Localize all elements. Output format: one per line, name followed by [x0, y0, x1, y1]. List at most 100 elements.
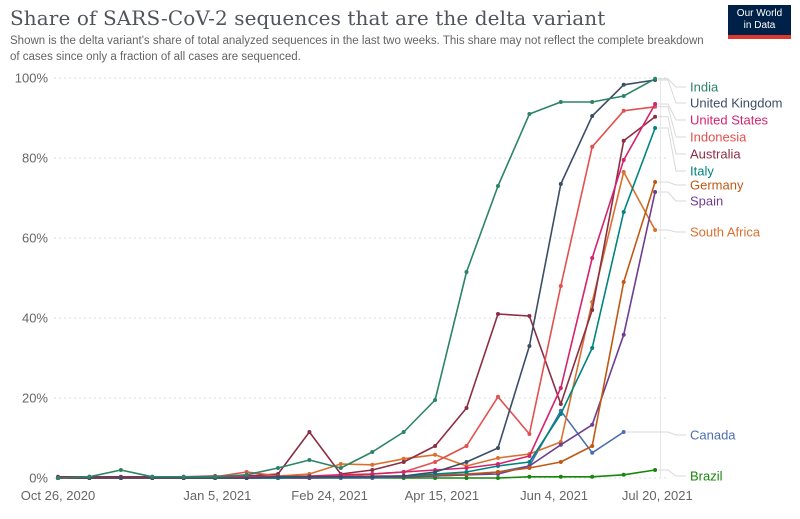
data-point-united-kingdom: [527, 344, 532, 348]
data-point-united-states: [527, 454, 532, 458]
data-point-australia: [307, 430, 312, 434]
data-point-brazil: [653, 468, 658, 472]
y-tick-label-80: 80%: [22, 151, 48, 166]
data-point-south-africa: [338, 462, 343, 466]
data-point-india: [276, 466, 280, 470]
data-point-brazil: [496, 476, 500, 480]
legend-connector-italy: [658, 127, 686, 172]
legend-label-south-africa[interactable]: South Africa: [690, 225, 761, 240]
data-point-brazil: [527, 474, 532, 479]
legend-label-united-states[interactable]: United States: [690, 113, 769, 128]
data-point-brazil: [558, 474, 563, 479]
data-point-india: [181, 474, 186, 479]
legend-label-indonesia[interactable]: Indonesia: [690, 130, 747, 145]
legend-connector-united-kingdom: [658, 79, 686, 104]
data-point-australia: [621, 138, 626, 143]
data-point-australia: [433, 444, 438, 448]
data-point-india: [87, 474, 92, 479]
data-point-india: [590, 100, 595, 104]
data-point-australia: [590, 308, 595, 312]
legend-label-united-kingdom[interactable]: United Kingdom: [690, 96, 783, 111]
data-point-germany: [621, 280, 626, 284]
data-point-india: [56, 476, 60, 480]
data-point-united-kingdom: [590, 114, 595, 118]
legend-label-australia[interactable]: Australia: [690, 147, 741, 162]
data-point-south-africa: [621, 170, 626, 174]
series-line-india[interactable]: [57, 78, 656, 479]
y-tick-label-0: 0%: [29, 471, 48, 486]
data-point-italy: [621, 210, 626, 214]
x-tick-label-1: Jan 5, 2021: [183, 488, 251, 503]
y-tick-label-100: 100%: [15, 71, 49, 86]
data-point-germany: [653, 180, 658, 184]
data-point-australia: [496, 312, 500, 316]
data-point-south-africa: [496, 456, 500, 460]
legend-connector-indonesia: [658, 106, 686, 138]
legend-connector-india: [658, 78, 686, 88]
legend-label-canada[interactable]: Canada: [690, 428, 736, 443]
data-point-spain: [653, 190, 658, 194]
data-point-south-africa: [558, 440, 563, 444]
data-point-indonesia: [590, 144, 595, 149]
data-point-germany: [558, 460, 563, 464]
page-title: Share of SARS-CoV-2 sequences that are t…: [10, 6, 606, 30]
data-point-italy: [590, 346, 595, 350]
data-point-united-states: [370, 472, 375, 476]
data-point-germany: [590, 444, 595, 448]
data-point-indonesia: [496, 394, 500, 399]
legend-label-brazil[interactable]: Brazil: [690, 469, 723, 484]
data-point-india: [370, 450, 375, 454]
data-point-australia: [370, 468, 375, 472]
legend-label-india[interactable]: India: [690, 80, 719, 95]
legend-label-italy[interactable]: Italy: [690, 164, 714, 179]
series-line-spain[interactable]: [58, 191, 656, 479]
data-point-brazil: [590, 474, 595, 479]
series-line-south-africa[interactable]: [58, 171, 656, 479]
data-point-germany: [527, 466, 532, 470]
data-point-united-states: [621, 158, 626, 162]
x-tick-label-3: Apr 15, 2021: [405, 488, 479, 503]
data-point-indonesia: [558, 284, 563, 288]
data-point-united-kingdom: [307, 474, 312, 479]
series-line-germany[interactable]: [58, 181, 656, 479]
legend-connector-australia: [658, 116, 686, 155]
data-point-south-africa: [401, 456, 406, 461]
data-point-india: [527, 112, 532, 116]
data-point-australia: [401, 460, 406, 464]
page-subtitle: Shown is the delta variant's share of to…: [10, 35, 704, 64]
data-point-india: [244, 472, 249, 477]
data-point-united-kingdom: [464, 460, 469, 464]
data-point-united-states: [653, 102, 658, 106]
data-point-india: [338, 466, 343, 470]
data-point-brazil: [464, 476, 469, 480]
data-point-india: [621, 94, 626, 98]
data-point-south-africa: [370, 462, 375, 467]
series-line-italy[interactable]: [58, 127, 656, 479]
legend-label-spain[interactable]: Spain: [690, 194, 723, 209]
data-point-united-kingdom: [370, 474, 375, 479]
data-point-australia: [558, 402, 563, 406]
data-point-italy: [653, 126, 658, 130]
data-point-india: [307, 458, 312, 462]
data-point-india: [401, 430, 406, 434]
data-point-italy: [558, 412, 563, 416]
y-tick-label-20: 20%: [22, 391, 48, 406]
owid-logo[interactable]: Our World in Data: [728, 5, 791, 39]
data-point-italy: [527, 460, 532, 464]
legend-label-germany[interactable]: Germany: [690, 178, 744, 193]
data-point-italy: [464, 470, 469, 474]
data-point-united-kingdom: [558, 182, 563, 186]
data-point-india: [433, 398, 438, 402]
x-tick-label-5: Jul 20, 2021: [622, 488, 693, 503]
legend-connector-brazil: [658, 469, 686, 477]
data-point-united-kingdom: [276, 474, 280, 479]
data-point-indonesia: [527, 432, 532, 436]
data-point-canada: [590, 450, 595, 455]
series-line-united-kingdom[interactable]: [58, 79, 656, 479]
data-point-spain: [590, 422, 595, 427]
data-point-south-africa: [433, 452, 438, 457]
data-point-brazil: [621, 472, 626, 477]
data-point-united-kingdom: [496, 446, 500, 450]
